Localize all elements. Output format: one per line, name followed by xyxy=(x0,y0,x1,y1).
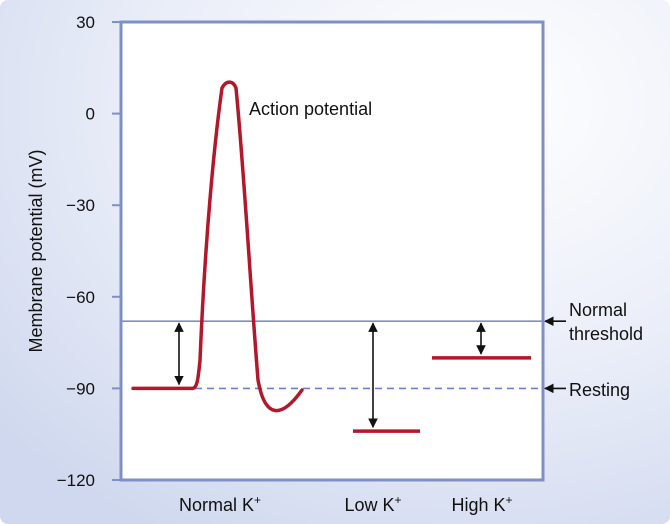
action-potential-trace xyxy=(131,80,304,413)
y-tick-label: −120 xyxy=(57,471,95,490)
resting-label: Resting xyxy=(569,380,630,400)
y-tick-label: 30 xyxy=(76,13,95,32)
y-tick-label: −30 xyxy=(66,196,95,215)
plot-area xyxy=(119,20,545,482)
normal-threshold-label-line2: threshold xyxy=(569,324,643,344)
y-axis-ticks: 30 0 −30 −60 −90 −120 xyxy=(57,13,121,490)
y-tick-label: −90 xyxy=(66,379,95,398)
category-label-high-k: High K+ xyxy=(451,493,512,515)
normal-threshold-label-line1: Normal xyxy=(569,300,627,320)
action-potential-label: Action potential xyxy=(249,99,372,119)
y-tick-label: 0 xyxy=(86,105,95,124)
y-tick-label: −60 xyxy=(66,288,95,307)
y-axis-label: Membrane potential (mV) xyxy=(26,149,46,352)
category-label-low-k: Low K+ xyxy=(344,493,401,515)
category-label-normal-k: Normal K+ xyxy=(179,493,261,515)
